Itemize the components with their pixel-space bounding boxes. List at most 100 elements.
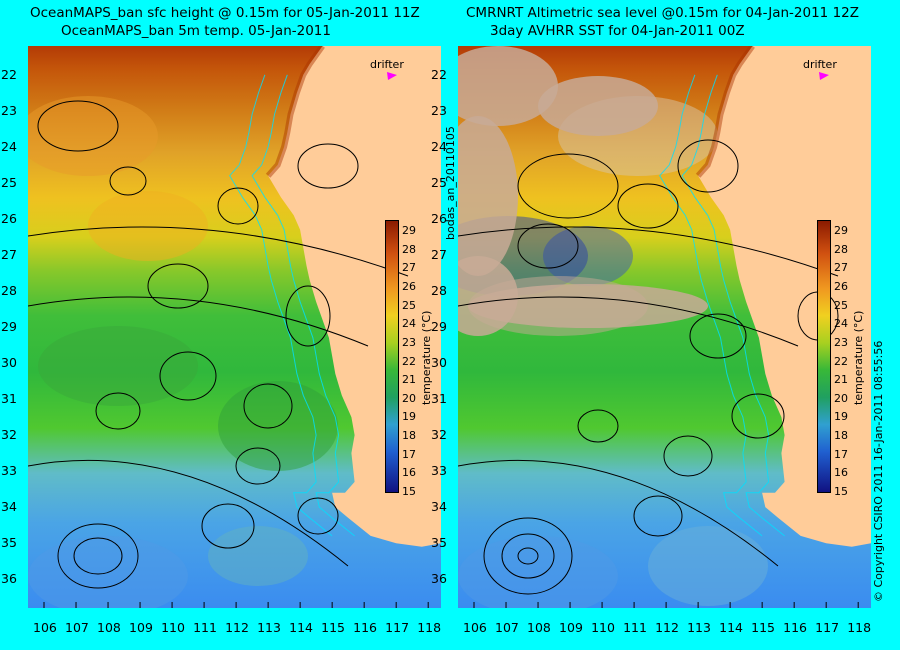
left-lat-label: 29 bbox=[1, 319, 17, 334]
ssh-contour bbox=[458, 459, 779, 567]
left-lat-label: 32 bbox=[1, 427, 17, 443]
left-drifter-marker bbox=[387, 72, 397, 80]
left-colorbar-tick: 25 bbox=[402, 298, 416, 312]
left-lon-label: 118 bbox=[417, 620, 442, 635]
left-lon-label: 110 bbox=[161, 620, 185, 635]
left-colorbar-tick: 16 bbox=[402, 466, 416, 480]
right-lat-label: 36 bbox=[431, 571, 447, 587]
right-colorbar-tick: 19 bbox=[834, 410, 848, 424]
left-map-svg bbox=[28, 46, 441, 608]
right-colorbar-tick: 15 bbox=[834, 485, 848, 498]
ssh-contour bbox=[297, 497, 339, 535]
right-map-title: CMRNRT Altimetric sea level @0.15m for 0… bbox=[466, 5, 859, 21]
left-lat-label: 23 bbox=[1, 102, 17, 118]
ssh-contour bbox=[689, 313, 747, 359]
right-lon-label: 114 bbox=[719, 620, 743, 635]
left-map-panel bbox=[28, 46, 441, 608]
left-lon-label: 107 bbox=[65, 620, 89, 635]
right-lon-label: 118 bbox=[847, 620, 872, 635]
sst-anomaly bbox=[88, 191, 208, 261]
right-lon-label: 112 bbox=[655, 620, 679, 635]
cloud-mask bbox=[538, 76, 658, 136]
bathymetry-line bbox=[229, 74, 333, 537]
left-colorbar-tick: 19 bbox=[402, 410, 416, 424]
right-lat-label: 31 bbox=[431, 391, 447, 407]
left-drifter-label: drifter bbox=[370, 58, 404, 71]
left-lon-label: 109 bbox=[129, 620, 153, 635]
ssh-contour bbox=[243, 383, 293, 429]
left-lat-label: 27 bbox=[1, 246, 17, 262]
left-lon-label: 108 bbox=[97, 620, 121, 635]
left-lat-label: 26 bbox=[1, 210, 17, 226]
right-map-panel bbox=[458, 46, 871, 608]
right-lat-label: 24 bbox=[431, 138, 447, 154]
left-colorbar-tick: 21 bbox=[402, 373, 416, 387]
right-lon-label: 111 bbox=[623, 620, 647, 635]
right-colorbar-tick: 29 bbox=[834, 224, 848, 238]
left-colorbar-tick: 23 bbox=[402, 335, 416, 349]
ssh-contour bbox=[483, 517, 573, 595]
ssh-contour bbox=[235, 447, 281, 485]
ssh-contour bbox=[217, 187, 259, 225]
left-colorbar-tick: 22 bbox=[402, 354, 416, 368]
right-colorbar-tick: 18 bbox=[834, 429, 848, 443]
ssh-contour bbox=[677, 139, 739, 193]
right-lat-label: 25 bbox=[431, 174, 447, 190]
left-map-title: OceanMAPS_ban sfc height @ 0.15m for 05-… bbox=[30, 5, 420, 21]
ssh-contour bbox=[73, 537, 123, 575]
sst-anomaly bbox=[648, 526, 768, 606]
right-map-svg bbox=[458, 46, 871, 608]
sst-anomaly bbox=[208, 526, 308, 586]
left-colorbar-tick: 26 bbox=[402, 280, 416, 294]
right-lat-label: 33 bbox=[431, 463, 447, 479]
right-colorbar-tick: 24 bbox=[834, 317, 848, 331]
ssh-contour bbox=[458, 226, 839, 277]
right-lat-label: 26 bbox=[431, 210, 447, 226]
left-colorbar-tick: 27 bbox=[402, 261, 416, 275]
left-colorbar-tick: 28 bbox=[402, 242, 416, 256]
cloud-mask bbox=[458, 256, 518, 336]
right-lon-label: 109 bbox=[559, 620, 583, 635]
sst-anomaly bbox=[28, 96, 158, 176]
right-lat-label: 23 bbox=[431, 102, 447, 118]
right-colorbar-tick: 25 bbox=[834, 298, 848, 312]
bathymetry-line bbox=[681, 74, 785, 537]
right-colorbar-tick: 17 bbox=[834, 447, 848, 461]
left-lon-label: 115 bbox=[321, 620, 345, 635]
left-lat-label: 35 bbox=[1, 535, 17, 551]
right-lat-label: 35 bbox=[431, 535, 447, 551]
right-lat-label: 34 bbox=[431, 499, 447, 515]
left-colorbar-tick: 15 bbox=[402, 485, 416, 498]
sst-anomaly bbox=[38, 326, 198, 406]
right-colorbar-title: temperature (°C) bbox=[852, 310, 865, 405]
ssh-contour bbox=[28, 296, 369, 347]
right-drifter-label: drifter bbox=[803, 58, 837, 71]
coastal-warm-strip bbox=[695, 46, 755, 178]
ssh-contour bbox=[147, 263, 209, 309]
left-lat-label: 31 bbox=[1, 391, 17, 407]
left-colorbar bbox=[385, 220, 399, 493]
left-lon-label: 112 bbox=[225, 620, 249, 635]
ssh-contour bbox=[517, 547, 539, 565]
left-lat-label: 25 bbox=[1, 174, 17, 190]
left-colorbar-tick: 24 bbox=[402, 317, 416, 331]
right-lat-label: 28 bbox=[431, 282, 447, 298]
right-lat-label: 22 bbox=[431, 66, 447, 82]
left-lat-label: 24 bbox=[1, 138, 17, 154]
cloud-mask bbox=[458, 116, 518, 276]
right-colorbar-tick: 21 bbox=[834, 373, 848, 387]
bathymetry-line bbox=[251, 74, 355, 537]
right-lon-label: 107 bbox=[495, 620, 519, 635]
right-lon-label: 113 bbox=[687, 620, 711, 635]
left-colorbar-title: temperature (°C) bbox=[420, 310, 433, 405]
copyright-label: © Copyright CSIRO 2011 16-Jan-2011 08:55… bbox=[872, 340, 885, 602]
ssh-contour bbox=[501, 533, 555, 579]
left-lat-label: 30 bbox=[1, 355, 17, 371]
right-colorbar bbox=[817, 220, 831, 493]
bathymetry-line bbox=[659, 74, 763, 537]
ssh-contour bbox=[37, 100, 119, 152]
ssh-contour bbox=[297, 143, 359, 189]
ssh-contour bbox=[28, 459, 349, 567]
coastal-warm-strip bbox=[265, 46, 325, 178]
ssh-contour bbox=[57, 523, 139, 589]
